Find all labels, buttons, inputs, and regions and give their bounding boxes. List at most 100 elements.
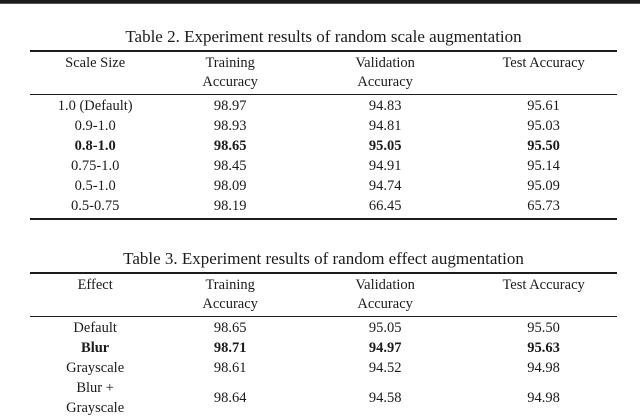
table-cell-line: 95.61 xyxy=(527,98,560,114)
table-row: Blur 98.71 94.97 95.63 xyxy=(30,338,617,358)
table-row: 0.8-1.0 98.65 95.05 95.50 xyxy=(30,136,617,156)
table-cell: 94.97 xyxy=(300,338,470,358)
table-cell-line: 95.50 xyxy=(527,138,560,154)
table-3-title: Table 3. Experiment results of random ef… xyxy=(30,246,617,274)
table-cell-line: Blur + xyxy=(76,380,114,396)
table-cell-line: 98.65 xyxy=(213,138,247,154)
table-cell: 0.5-0.75 xyxy=(30,196,160,216)
table-cell: 94.81 xyxy=(300,116,470,136)
table-cell: 98.19 xyxy=(160,196,300,216)
table-cell-line: Blur xyxy=(81,340,110,356)
table-row: 0.9-1.0 98.93 94.81 95.03 xyxy=(30,116,617,136)
column-header: Validation Accuracy xyxy=(300,276,470,313)
table-cell: 94.91 xyxy=(300,156,470,176)
table-cell-line: Grayscale xyxy=(66,400,125,416)
table-cell: 95.50 xyxy=(470,136,617,156)
table-cell: 94.83 xyxy=(300,96,470,116)
table-cell: Blur xyxy=(30,338,160,358)
table-cell-line: 95.63 xyxy=(527,340,560,356)
table-cell: 98.64 xyxy=(160,388,300,408)
table-cell-line: 94.74 xyxy=(368,178,402,194)
table-cell-line: 94.81 xyxy=(368,118,402,134)
table-cell-line: 94.83 xyxy=(368,98,402,114)
table-3-header-row: Effect Training Accuracy Validation Accuracy… xyxy=(30,274,617,317)
table-cell-line: 0.9-1.0 xyxy=(74,118,116,134)
table-cell: 95.05 xyxy=(300,318,470,338)
table-cell: 95.63 xyxy=(470,338,617,358)
table-2-title: Table 2. Experiment results of random sc… xyxy=(30,24,617,52)
table-cell-line: 95.14 xyxy=(527,158,560,174)
column-header-line: Effect xyxy=(77,277,113,293)
table-cell: 94.58 xyxy=(300,388,470,408)
column-header-line: Validation xyxy=(355,55,415,71)
table-cell: 65.73 xyxy=(470,196,617,216)
column-header-line: Accuracy xyxy=(357,295,413,312)
table-row: 0.5-1.0 98.09 94.74 95.09 xyxy=(30,176,617,196)
table-cell-line: 95.50 xyxy=(527,320,560,336)
column-header-line: Test Accuracy xyxy=(502,277,585,293)
table-cell-line: 95.05 xyxy=(368,138,402,154)
table-2-block: Table 2. Experiment results of random sc… xyxy=(30,24,617,220)
column-header-line: Validation xyxy=(355,277,415,293)
table-cell: 94.74 xyxy=(300,176,470,196)
table-cell-line: Grayscale xyxy=(66,360,125,376)
column-header: Validation Accuracy xyxy=(300,54,470,91)
table-row: 1.0 (Default) 98.97 94.83 95.61 xyxy=(30,96,617,116)
table-cell-line: 98.71 xyxy=(213,340,247,356)
table-cell-line: 98.19 xyxy=(213,198,247,214)
table-cell: 95.03 xyxy=(470,116,617,136)
table-cell: 98.93 xyxy=(160,116,300,136)
column-header-line: Accuracy xyxy=(202,73,258,90)
table-cell-line: 98.45 xyxy=(213,158,247,174)
table-cell-line: 95.05 xyxy=(368,320,402,336)
table-cell: 0.75-1.0 xyxy=(30,156,160,176)
table-cell-line: 98.64 xyxy=(213,390,247,406)
table-2-body: 1.0 (Default) 98.97 94.83 95.61 0.9-1.0 98.93… xyxy=(30,95,617,220)
table-cell-line: 0.5-1.0 xyxy=(74,178,116,194)
table-row: 0.5-0.75 98.19 66.45 65.73 xyxy=(30,196,617,216)
table-cell-line: 98.61 xyxy=(213,360,247,376)
table-cell: 95.50 xyxy=(470,318,617,338)
table-cell: 98.97 xyxy=(160,96,300,116)
table-3-body: Default 98.65 95.05 95.50 Blur 98.71 94.97 95.6… xyxy=(30,317,617,418)
column-header: Training Accuracy xyxy=(160,276,300,313)
table-cell-line: 94.58 xyxy=(368,390,402,406)
table-cell: Default xyxy=(30,318,160,338)
table-cell-line: 66.45 xyxy=(368,198,402,214)
column-header-line: Scale Size xyxy=(65,55,126,71)
table-cell: 0.5-1.0 xyxy=(30,176,160,196)
column-header-line: Test Accuracy xyxy=(502,55,585,71)
table-cell: 98.09 xyxy=(160,176,300,196)
table-cell: Grayscale xyxy=(30,358,160,378)
column-header-line: Training xyxy=(205,277,255,293)
table-cell-line: 94.98 xyxy=(527,390,560,406)
page-top-border xyxy=(0,0,640,4)
table-cell-line: 95.09 xyxy=(527,178,560,194)
table-cell: 95.14 xyxy=(470,156,617,176)
table-cell-line: 95.03 xyxy=(527,118,560,134)
column-header: Training Accuracy xyxy=(160,54,300,91)
table-cell-line: 94.97 xyxy=(368,340,402,356)
table-cell-line: 1.0 (Default) xyxy=(57,98,133,114)
table-cell: 98.65 xyxy=(160,136,300,156)
table-cell-line: 98.65 xyxy=(213,320,247,336)
table-cell-line: 0.8-1.0 xyxy=(74,138,116,154)
table-cell: 94.98 xyxy=(470,388,617,408)
column-header: Test Accuracy xyxy=(470,54,617,91)
table-cell: 95.09 xyxy=(470,176,617,196)
table-row: 0.75-1.0 98.45 94.91 95.14 xyxy=(30,156,617,176)
table-row: Blur + Grayscale 98.64 94.58 94.98 xyxy=(30,378,617,418)
table-cell-line: 98.97 xyxy=(213,98,247,114)
table-cell: 98.71 xyxy=(160,338,300,358)
table-3-block: Table 3. Experiment results of random ef… xyxy=(30,246,617,418)
table-cell: 98.61 xyxy=(160,358,300,378)
table-cell: 98.45 xyxy=(160,156,300,176)
table-2-header-row: Scale Size Training Accuracy Validation Accu… xyxy=(30,52,617,95)
table-row: Grayscale 98.61 94.52 94.98 xyxy=(30,358,617,378)
table-cell-line: 94.52 xyxy=(368,360,402,376)
table-cell: 0.9-1.0 xyxy=(30,116,160,136)
table-cell: 94.98 xyxy=(470,358,617,378)
table-cell-line: 0.5-0.75 xyxy=(70,198,120,214)
table-cell: 66.45 xyxy=(300,196,470,216)
table-cell-line: 0.75-1.0 xyxy=(70,158,120,174)
